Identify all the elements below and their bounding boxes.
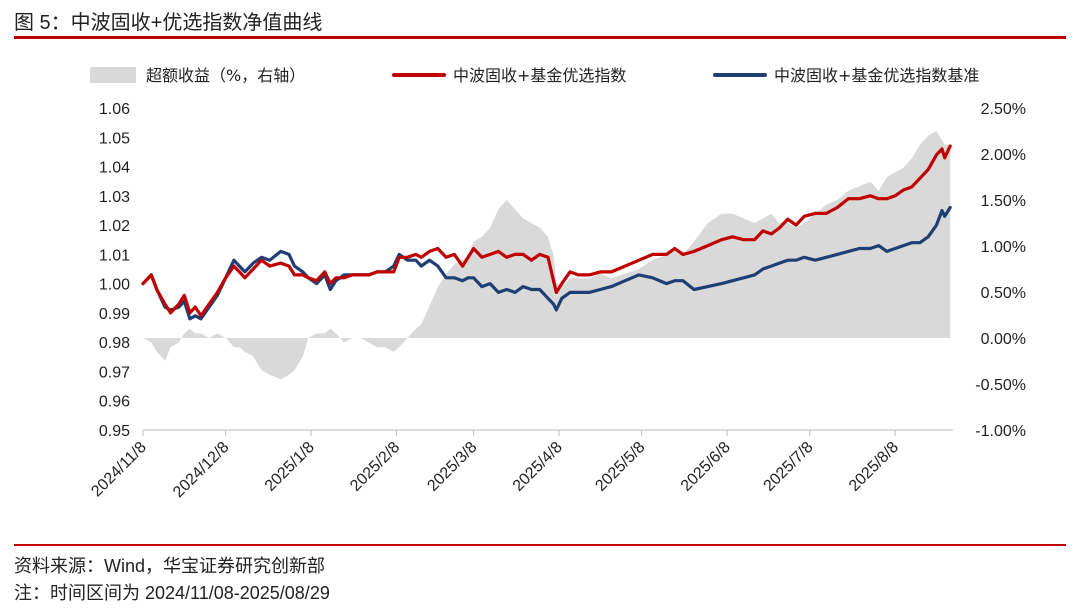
y-left-tick-label: 0.96: [99, 394, 130, 411]
y-right-tick-label: 2.00%: [981, 147, 1026, 164]
legend-label-excess: 超额收益（%，右轴）: [146, 66, 305, 85]
axes: [142, 429, 953, 436]
y-left-tick-label: 0.97: [99, 364, 130, 381]
y-right-tick-label: 0.00%: [981, 331, 1026, 348]
x-tick-label: 2024/11/8: [88, 439, 150, 501]
y-right-tick-label: 0.50%: [981, 285, 1026, 302]
footer-divider: [14, 544, 1066, 546]
chart: 超额收益（%，右轴） 中波固收+基金优选指数 中波固收+基金优选指数基准 2024/…: [88, 66, 1026, 501]
x-tick-label: 2025/8/8: [846, 439, 902, 495]
y-left-tick-label: 1.03: [99, 189, 130, 206]
x-tick-label: 2025/7/8: [761, 439, 817, 495]
y-left-tick-label: 1.00: [99, 277, 130, 294]
x-tick-label: 2024/12/8: [170, 439, 232, 501]
x-tick-label: 2025/2/8: [347, 439, 403, 495]
legend-label-index: 中波固收+基金优选指数: [453, 66, 626, 85]
benchmark-series-line: [141, 205, 952, 321]
x-tick-label: 2025/1/8: [262, 439, 318, 495]
index-series-line: [141, 144, 952, 318]
y-right-tick-label: 1.50%: [981, 193, 1026, 210]
y-left-tick-label: 1.06: [99, 101, 130, 118]
y-right-tick-label: -0.50%: [975, 377, 1026, 394]
legend: 超额收益（%，右轴） 中波固收+基金优选指数 中波固收+基金优选指数基准: [90, 66, 979, 85]
y-right-tick-label: -1.00%: [975, 423, 1026, 440]
x-tick-label: 2025/5/8: [592, 439, 648, 495]
y-left-tick-label: 1.02: [99, 218, 130, 235]
y-left-tick-label: 0.98: [99, 335, 130, 352]
y-left-tick-label: 0.99: [99, 306, 130, 323]
x-tick-label: 2025/4/8: [510, 439, 566, 495]
y-left-tick-label: 0.95: [99, 423, 130, 440]
legend-label-benchmark: 中波固收+基金优选指数基准: [774, 66, 979, 85]
y-left-tick-label: 1.01: [99, 247, 130, 264]
title-divider: [14, 36, 1066, 39]
y-left-tick-label: 1.04: [99, 160, 130, 177]
figure-title: 图 5：中波固收+优选指数净值曲线: [14, 12, 323, 34]
y-left-tick-label: 1.05: [99, 130, 130, 147]
y-right-tick-label: 1.00%: [981, 239, 1026, 256]
x-tick-label: 2025/6/8: [678, 439, 734, 495]
y-right-tick-label: 2.50%: [981, 101, 1026, 118]
source-note: 资料来源：Wind，华宝证券研究创新部: [14, 556, 326, 576]
x-tick-label: 2025/3/8: [424, 439, 480, 495]
date-range-note: 注：时间区间为 2024/11/08-2025/08/29: [14, 583, 330, 603]
series-lines: [141, 144, 952, 321]
legend-swatch-excess: [90, 67, 136, 83]
